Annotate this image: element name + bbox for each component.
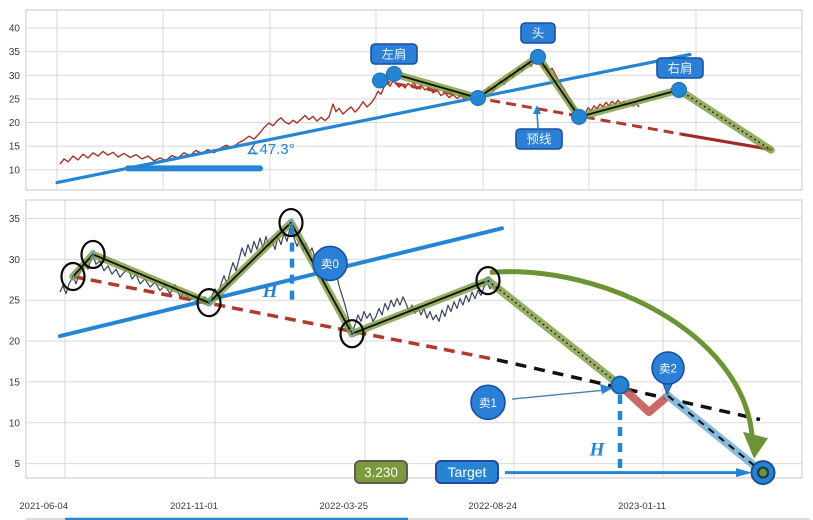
sell1-arrowhead xyxy=(600,384,613,395)
x-axis-tick-label: 2022-03-25 xyxy=(319,501,368,512)
neckline-arrowhead xyxy=(533,105,541,114)
target-dot-core xyxy=(756,466,770,479)
sell0-balloon xyxy=(312,245,348,282)
x-axis-tick-label: 2022-08-24 xyxy=(468,501,517,512)
right-shoulder-box xyxy=(656,57,704,79)
y-axis-tick-label: 20 xyxy=(9,118,21,129)
h1-label: H xyxy=(262,281,279,302)
pivot-dot-top xyxy=(571,108,587,125)
y-axis-tick-label: 35 xyxy=(9,47,21,58)
pivot-number-4: 4 xyxy=(288,216,295,230)
pullback-band xyxy=(616,381,672,417)
y-axis-tick-label: 15 xyxy=(9,142,21,153)
pivot-circle-3 xyxy=(196,288,222,318)
neckline-dashed-bottom xyxy=(72,274,498,362)
trendline-top xyxy=(55,52,692,185)
left-shoulder-box xyxy=(370,43,418,65)
pivot-number-3: 3 xyxy=(206,296,213,310)
pivot-circle-5 xyxy=(339,319,365,349)
neckline-solid-top xyxy=(681,132,773,152)
y-axis-tick-label: 10 xyxy=(9,165,21,176)
pivot-number-2: 2 xyxy=(90,247,97,261)
target-label-box xyxy=(435,460,499,484)
pivot-circle-1 xyxy=(60,261,86,292)
neckline-dashed-top xyxy=(379,79,684,136)
y-axis-tick-label: 30 xyxy=(9,255,21,266)
y-axis-tick-label: 5 xyxy=(14,459,20,470)
sell2-balloon xyxy=(651,351,685,385)
pivot-circle-6 xyxy=(475,265,501,296)
y-axis-tick-label: 10 xyxy=(9,418,21,429)
x-axis-tick-label: 2021-06-04 xyxy=(19,501,68,512)
y-axis-tick-label: 25 xyxy=(9,94,21,105)
breakdown-dotted xyxy=(487,280,621,386)
h2-label: H xyxy=(589,439,606,460)
right-shoulder-label: 右肩 xyxy=(667,61,692,76)
projection-arc-arrowhead xyxy=(743,431,768,459)
projection-band-top xyxy=(675,86,775,154)
y-axis-tick-label: 30 xyxy=(9,71,21,82)
y-axis-tick-label: 15 xyxy=(9,377,21,388)
neckline-box xyxy=(515,128,563,150)
head-label: 头 xyxy=(532,27,545,41)
x-axis-tick-label: 2021-11-01 xyxy=(170,501,218,512)
sell0-label: 卖0 xyxy=(321,258,339,271)
pivot-dot-top xyxy=(530,48,546,65)
y-axis-tick-label: 40 xyxy=(9,24,21,35)
sell2-label: 卖2 xyxy=(659,363,677,376)
pivot-dot-top xyxy=(671,81,687,98)
trendline-bottom xyxy=(58,226,504,339)
target-descent-band xyxy=(664,391,767,477)
bottom-panel xyxy=(25,199,803,479)
x-axis-tick-label: 2023-01-11 xyxy=(618,501,666,512)
pivot-number-6: 6 xyxy=(485,274,492,288)
left-shoulder-label: 左肩 xyxy=(381,47,406,62)
sell1-label: 卖1 xyxy=(479,397,497,410)
pivot-circle-4 xyxy=(278,207,304,238)
neckline-arrow xyxy=(536,111,539,129)
target-label: Target xyxy=(448,464,487,480)
pivot-dot-top xyxy=(386,65,402,82)
pivot-number-1: 1 xyxy=(70,270,77,284)
target-value-box xyxy=(354,460,408,484)
pivot-circle-2 xyxy=(80,239,106,270)
pivot-dot-top xyxy=(372,72,388,89)
y-axis-tick-label: 35 xyxy=(9,214,21,225)
neckline-label: 预线 xyxy=(526,133,552,147)
angle-annotation: ∡47.3° xyxy=(246,141,295,158)
sell1-balloon xyxy=(470,384,506,421)
y-axis-tick-label: 25 xyxy=(9,296,21,307)
breakdown-dot xyxy=(610,375,630,395)
pivot-number-5: 5 xyxy=(349,327,356,341)
zigzag-line-bottom xyxy=(72,221,489,335)
head-box xyxy=(520,22,556,44)
pivot-dot-top xyxy=(470,89,486,106)
target-value: 3.230 xyxy=(364,465,398,480)
projection-arc xyxy=(489,269,755,436)
sell1-pointer-line xyxy=(511,389,606,400)
target-arrowhead xyxy=(736,468,752,478)
y-axis-tick-label: 20 xyxy=(9,337,21,348)
top-panel xyxy=(25,9,803,191)
